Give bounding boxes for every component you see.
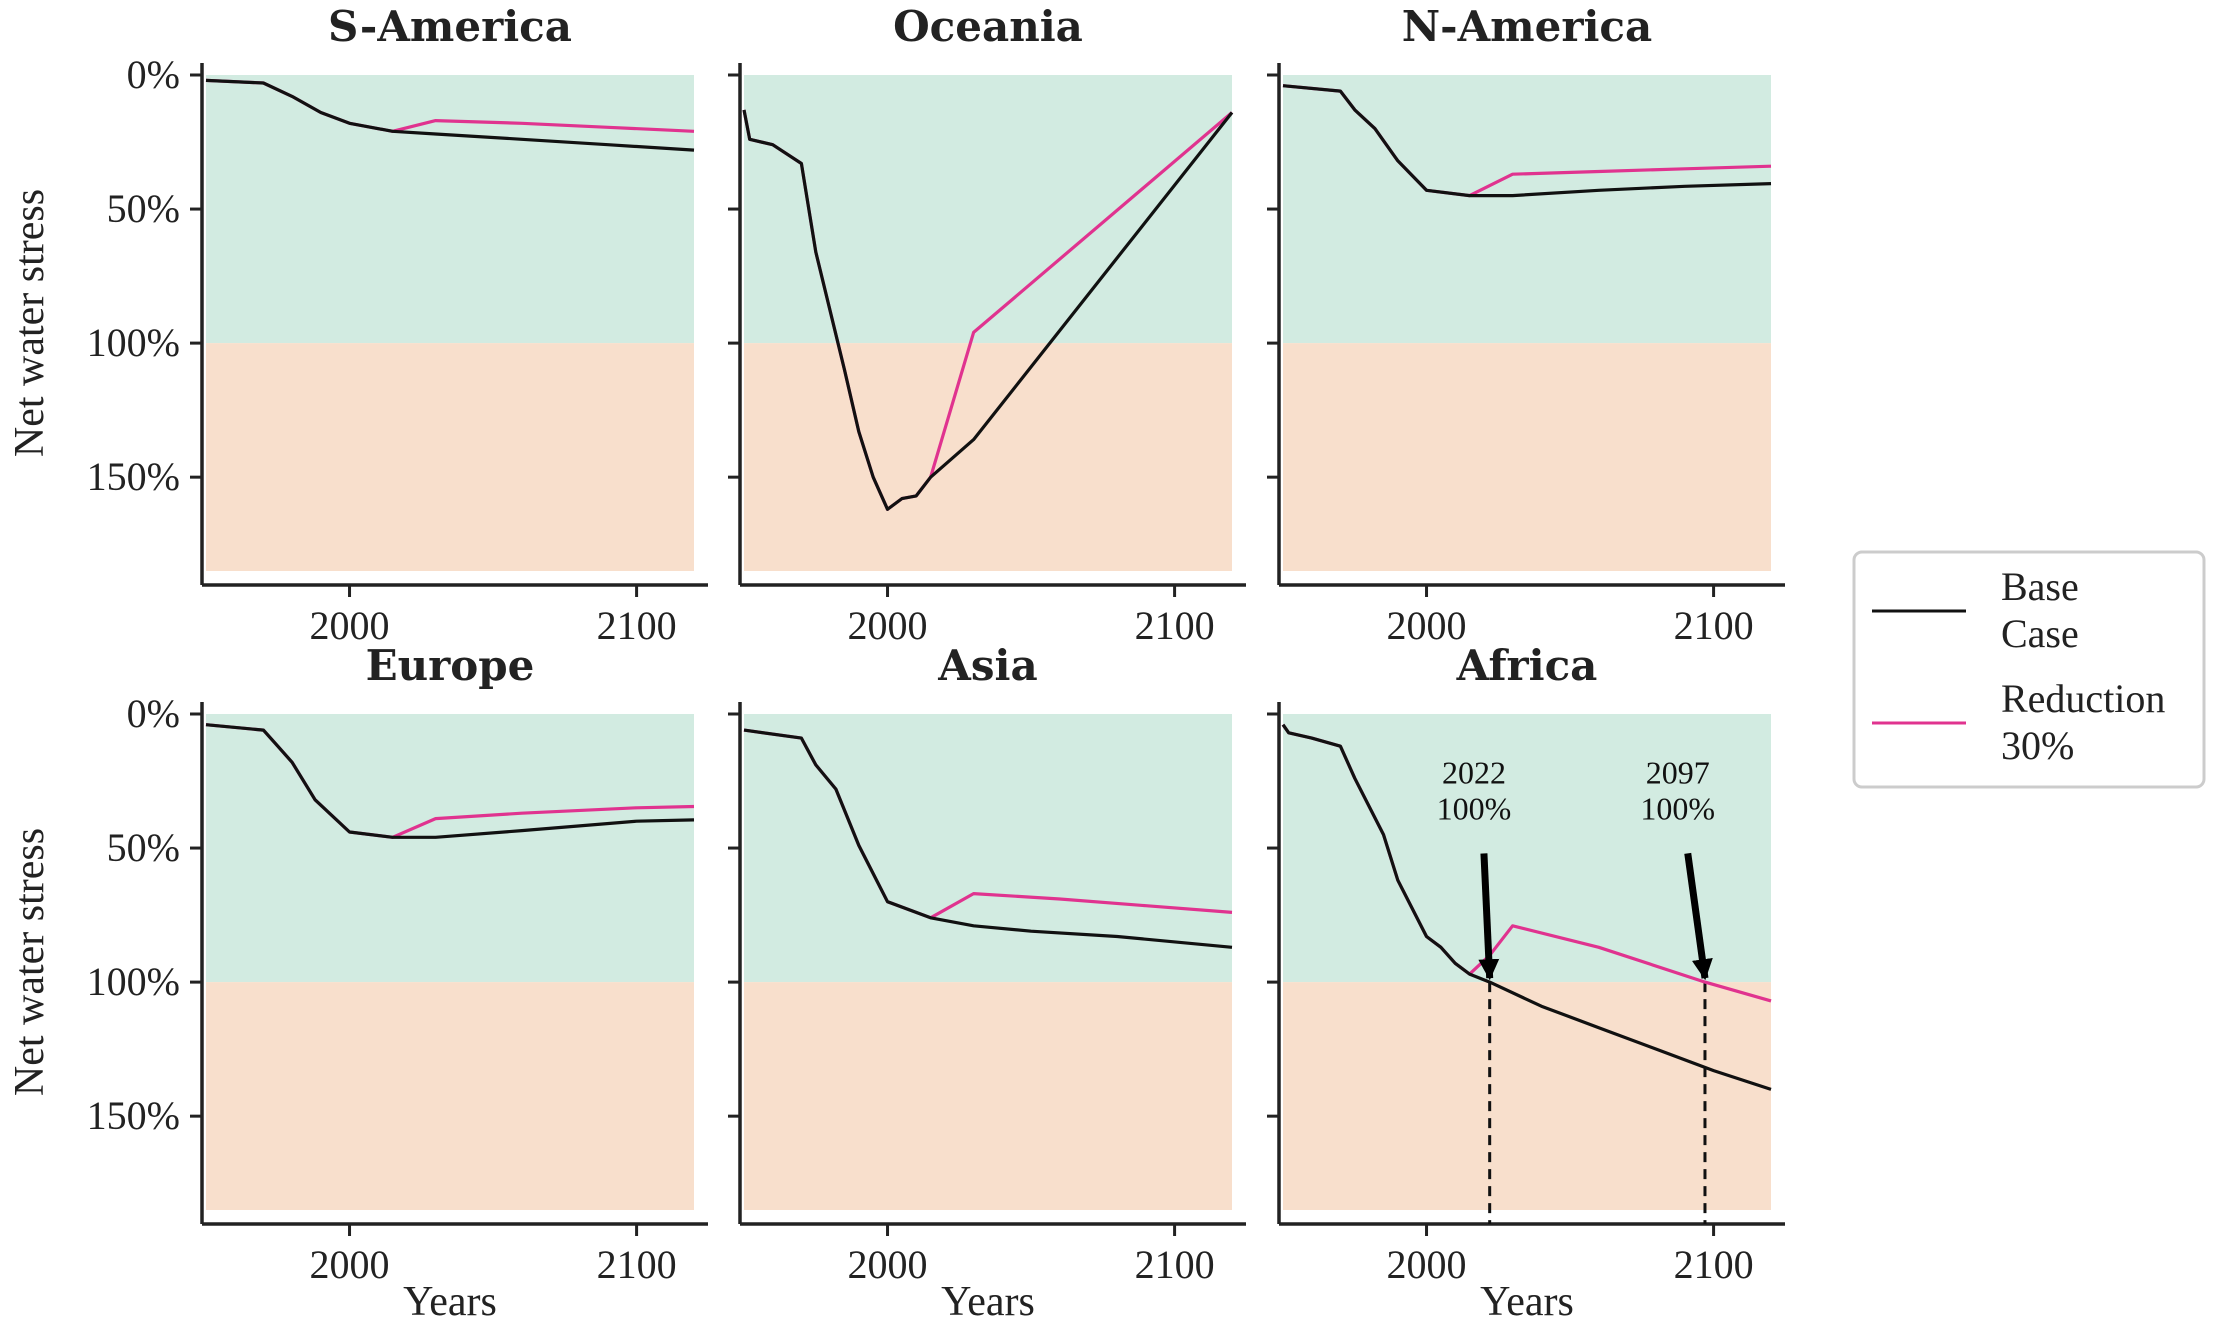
- x-tick-label: 2100: [597, 1242, 677, 1287]
- plot-area: 0% 50% 100% 150% 2000 2100: [87, 691, 708, 1287]
- zone-above-threshold: [744, 982, 1232, 1210]
- x-axis-label: Years: [1480, 1279, 1574, 1325]
- x-tick-label: 2000: [848, 603, 928, 648]
- series-line-base: [743, 728, 1233, 949]
- series-line-base: [742, 109, 1234, 511]
- x-tick-label: 2100: [1135, 1242, 1215, 1287]
- y-tick-label: 50%: [107, 825, 180, 870]
- series-line-base: [205, 78, 695, 152]
- legend-label-base: Case: [2001, 611, 2079, 656]
- legend-entry-base: Base Case: [1872, 564, 2079, 656]
- panel-title: Africa: [1456, 641, 1598, 690]
- legend-label-base: Base: [2001, 564, 2079, 609]
- series-line-base: [1281, 723, 1772, 1091]
- x-tick-label: 2000: [310, 1242, 390, 1287]
- legend-label-reduction: Reduction: [2001, 676, 2165, 721]
- legend: Base Case Reduction 30%: [1852, 550, 2206, 789]
- x-tick-label: 2100: [1674, 603, 1754, 648]
- y-tick-label: 150%: [87, 1093, 180, 1138]
- x-tick-label: 2000: [310, 603, 390, 648]
- zone-below-threshold: [206, 75, 694, 344]
- zone-above-threshold: [206, 982, 694, 1210]
- zone-above-threshold: [744, 343, 1232, 571]
- legend-label-reduction: 30%: [2001, 723, 2074, 768]
- panel-n-america: N-America 2000 2100: [1267, 2, 1785, 648]
- y-tick-label: 0%: [127, 691, 180, 736]
- panel-title: Europe: [366, 641, 535, 690]
- plot-area: 2000 2100: [728, 702, 1246, 1287]
- panel-title: S-America: [328, 2, 572, 51]
- x-tick-label: 2100: [1674, 1242, 1754, 1287]
- annotation-arrow: [1478, 853, 1500, 981]
- panel-title: Asia: [937, 641, 1037, 690]
- annotation-label: 2097: [1646, 754, 1710, 790]
- y-tick-label: 100%: [87, 320, 180, 365]
- y-tick-label: 0%: [127, 52, 180, 97]
- panel-oceania: Oceania 2000 2100: [728, 2, 1246, 648]
- annotation-label: 100%: [1437, 790, 1512, 826]
- zone-below-threshold: [1283, 75, 1771, 344]
- y-tick-label: 50%: [107, 186, 180, 231]
- zone-below-threshold: [1283, 714, 1771, 983]
- zone-below-threshold: [206, 714, 694, 983]
- zone-above-threshold: [206, 343, 694, 571]
- x-tick-label: 2000: [848, 1242, 928, 1287]
- plot-area: 0% 50% 100% 150% 2000 2100: [87, 52, 708, 648]
- x-tick-label: 2000: [1387, 1242, 1467, 1287]
- panel-europe: Europe 0% 50% 100% 150% 2000 2100 Net water s…: [7, 641, 708, 1325]
- annotation-label: 2022: [1442, 754, 1506, 790]
- panel-s-america: S-America 0% 50% 100% 150% 2000 2100 Net wate…: [7, 2, 708, 648]
- zone-above-threshold: [1283, 343, 1771, 571]
- panel-title: Oceania: [893, 2, 1083, 51]
- annotation-label: 100%: [1640, 790, 1715, 826]
- plot-area: 2000 2100: [1267, 63, 1785, 648]
- y-tick-label: 100%: [87, 959, 180, 1004]
- zone-below-threshold: [744, 75, 1232, 344]
- x-axis-label: Years: [941, 1279, 1035, 1325]
- series-line-base: [205, 723, 695, 839]
- x-tick-label: 2100: [1135, 603, 1215, 648]
- panel-asia: Asia 2000 2100 Years: [728, 641, 1246, 1325]
- panel-title: N-America: [1402, 2, 1652, 51]
- annotation-arrow: [1684, 852, 1713, 981]
- zone-below-threshold: [744, 714, 1232, 983]
- x-tick-label: 2000: [1387, 603, 1467, 648]
- y-axis-label: Net water stress: [7, 828, 53, 1096]
- legend-entry-reduction: Reduction 30%: [1872, 676, 2165, 768]
- y-axis-label: Net water stress: [7, 189, 53, 457]
- y-tick-label: 150%: [87, 454, 180, 499]
- plot-area: 2000 2100: [728, 63, 1246, 648]
- series-line-base: [1282, 84, 1772, 198]
- zone-above-threshold: [1283, 982, 1771, 1210]
- x-tick-label: 2100: [597, 603, 677, 648]
- x-axis-label: Years: [403, 1279, 497, 1325]
